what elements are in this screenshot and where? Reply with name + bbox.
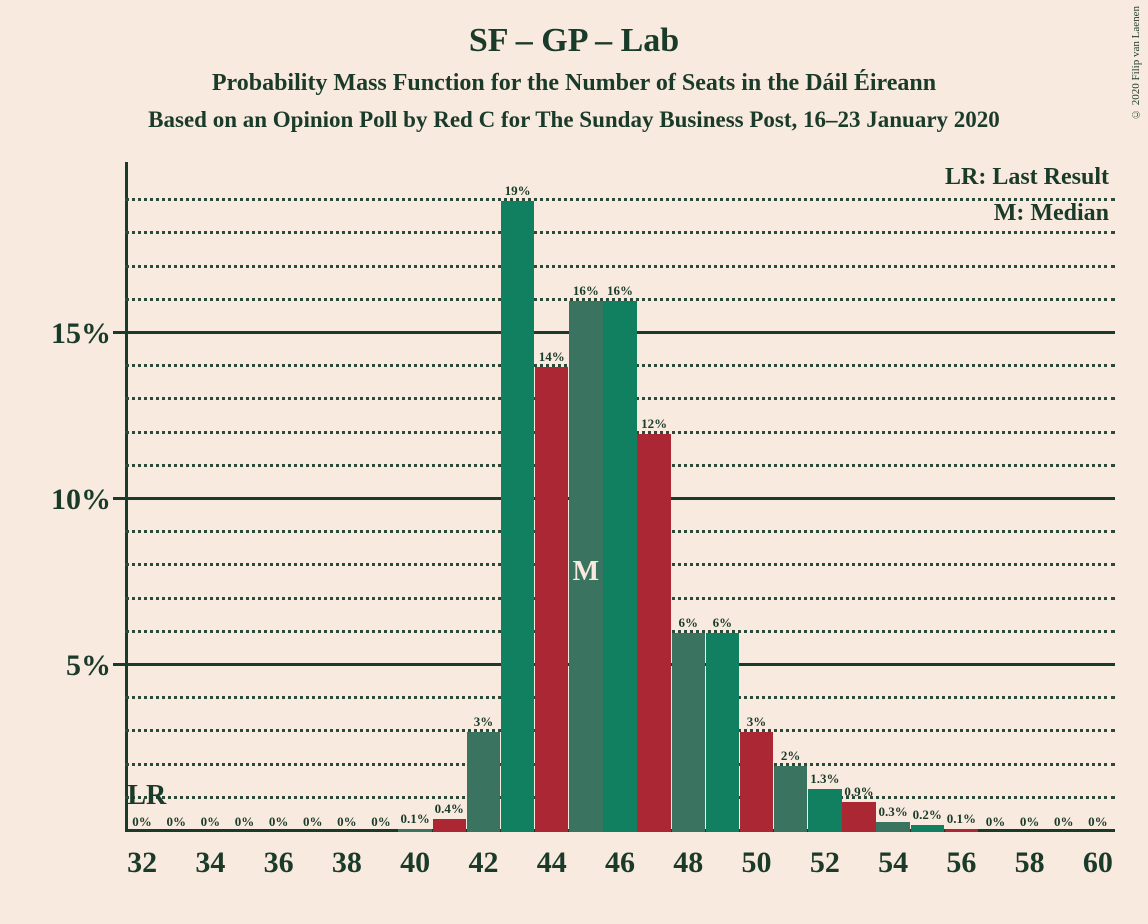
bar-value-label: 16% — [573, 283, 599, 299]
x-axis-label: 54 — [878, 846, 908, 880]
bar-value-label: 0% — [235, 814, 255, 830]
gridline-minor — [125, 265, 1115, 268]
titles: SF – GP – Lab Probability Mass Function … — [0, 0, 1148, 133]
bar-value-label: 0% — [201, 814, 221, 830]
bar-value-label: 12% — [641, 416, 667, 432]
bar-value-label: 0% — [1054, 814, 1074, 830]
x-axis-label: 58 — [1015, 846, 1045, 880]
bar: 19% — [501, 201, 534, 832]
x-axis-label: 56 — [946, 846, 976, 880]
bar-value-label: 0% — [1088, 814, 1108, 830]
median-marker: M — [573, 556, 599, 588]
bar-value-label: 3% — [747, 714, 767, 730]
copyright: © 2020 Filip van Laenen — [1130, 6, 1142, 120]
bar-value-label: 6% — [679, 615, 699, 631]
bar-value-label: 2% — [781, 748, 801, 764]
bar: 16%M — [569, 301, 602, 832]
x-axis-label: 50 — [742, 846, 772, 880]
bar: 2% — [774, 766, 807, 832]
gridline-minor — [125, 231, 1115, 234]
bar: 0.4% — [433, 819, 466, 832]
bar: 0.3% — [876, 822, 909, 832]
bar-value-label: 16% — [607, 283, 633, 299]
chart-title: SF – GP – Lab — [0, 22, 1148, 60]
bar-value-label: 0% — [337, 814, 357, 830]
x-axis-label: 52 — [810, 846, 840, 880]
x-axis-label: 46 — [605, 846, 635, 880]
legend-m: M: Median — [994, 200, 1109, 227]
bar-value-label: 0.4% — [435, 801, 464, 817]
bar-value-label: 0% — [371, 814, 391, 830]
bar-value-label: 6% — [713, 615, 733, 631]
chart-canvas: © 2020 Filip van Laenen SF – GP – Lab Pr… — [0, 0, 1148, 924]
bar-value-label: 1.3% — [810, 771, 839, 787]
bar: 6% — [672, 633, 705, 832]
bar-value-label: 3% — [474, 714, 494, 730]
bar: 6% — [706, 633, 739, 832]
bar: 14% — [535, 367, 568, 832]
x-axis-label: 36 — [264, 846, 294, 880]
bar: 12% — [637, 434, 670, 832]
y-axis-label: 15% — [51, 317, 111, 351]
x-axis-label: 42 — [468, 846, 498, 880]
gridline-minor — [125, 198, 1115, 201]
bar-value-label: 0.1% — [947, 811, 976, 827]
bar-value-label: 14% — [539, 349, 565, 365]
bar: 16% — [603, 301, 636, 832]
y-axis-label: 10% — [51, 483, 111, 517]
bar-value-label: 0% — [132, 814, 152, 830]
bar-value-label: 0% — [303, 814, 323, 830]
bar: 0.2% — [911, 825, 944, 832]
x-axis-label: 34 — [195, 846, 225, 880]
plot-area: LR: Last Result M: Median 5%10%15%323436… — [125, 168, 1115, 832]
x-axis-label: 32 — [127, 846, 157, 880]
x-axis-label: 38 — [332, 846, 362, 880]
chart-subtitle: Probability Mass Function for the Number… — [0, 70, 1148, 97]
bar-value-label: 0.9% — [844, 784, 873, 800]
bar-value-label: 0.1% — [401, 811, 430, 827]
x-axis-label: 60 — [1083, 846, 1113, 880]
y-axis-label: 5% — [66, 649, 111, 683]
bar: 0.1% — [398, 829, 431, 832]
bar-value-label: 19% — [505, 183, 531, 199]
bar: 0.1% — [945, 829, 978, 832]
bar: 0.9% — [842, 802, 875, 832]
bar-value-label: 0.3% — [878, 804, 907, 820]
last-result-marker: LR — [127, 780, 166, 812]
bar: 3% — [740, 732, 773, 832]
bar-value-label: 0% — [166, 814, 186, 830]
x-axis-label: 48 — [673, 846, 703, 880]
x-axis-label: 44 — [537, 846, 567, 880]
bar-value-label: 0% — [986, 814, 1006, 830]
x-axis-label: 40 — [400, 846, 430, 880]
bar-value-label: 0% — [1020, 814, 1040, 830]
bar-value-label: 0% — [269, 814, 289, 830]
legend-lr: LR: Last Result — [945, 164, 1109, 191]
bar: 3% — [467, 732, 500, 832]
bar-value-label: 0.2% — [913, 807, 942, 823]
bar: 1.3% — [808, 789, 841, 832]
chart-subsubtitle: Based on an Opinion Poll by Red C for Th… — [0, 107, 1148, 133]
